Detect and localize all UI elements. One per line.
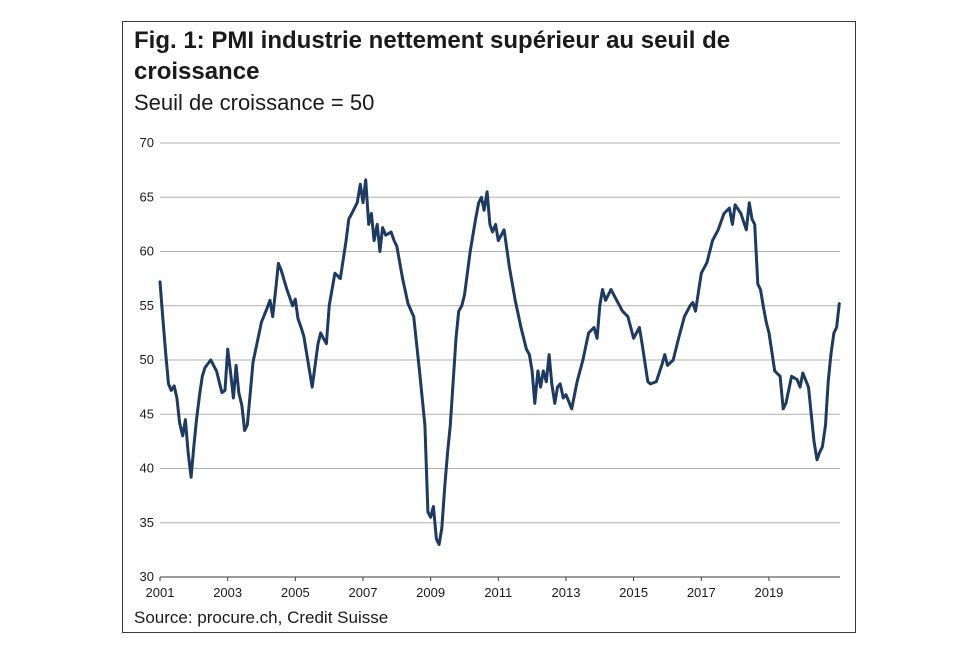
x-tick-label: 2001 (146, 585, 175, 600)
y-tick-label: 60 (140, 244, 154, 259)
y-tick-label: 30 (140, 569, 154, 584)
x-tick-label: 2019 (754, 585, 783, 600)
x-tick-label: 2007 (349, 585, 378, 600)
y-tick-label: 45 (140, 406, 154, 421)
y-tick-label: 70 (140, 135, 154, 150)
x-tick-label: 2013 (552, 585, 581, 600)
y-tick-label: 50 (140, 352, 154, 367)
y-tick-label: 55 (140, 298, 154, 313)
x-tick-label: 2017 (687, 585, 716, 600)
y-tick-label: 65 (140, 189, 154, 204)
x-axis-ticks: 2001 2003 2005 2007 2009 2011 2013 2015 2017 2019 (146, 577, 783, 600)
source-note: Source: procure.ch, Credit Suisse (134, 608, 389, 627)
x-tick-label: 2011 (484, 585, 512, 600)
x-tick-label: 2009 (416, 585, 445, 600)
x-tick-label: 2015 (619, 585, 648, 600)
chart-subtitle: Seuil de croissance = 50 (134, 90, 375, 115)
x-tick-label: 2005 (281, 585, 310, 600)
y-tick-label: 35 (140, 515, 154, 530)
chart-frame (122, 21, 856, 633)
y-axis-ticks: 30 35 40 45 50 55 60 65 70 (140, 135, 154, 584)
series-line-pmi (158, 178, 841, 546)
y-tick-label: 40 (140, 461, 154, 476)
chart-title: Fig. 1: PMI industrie nettement supérieu… (134, 27, 731, 85)
x-tick-label: 2003 (213, 585, 242, 600)
grid-lines (160, 142, 840, 524)
